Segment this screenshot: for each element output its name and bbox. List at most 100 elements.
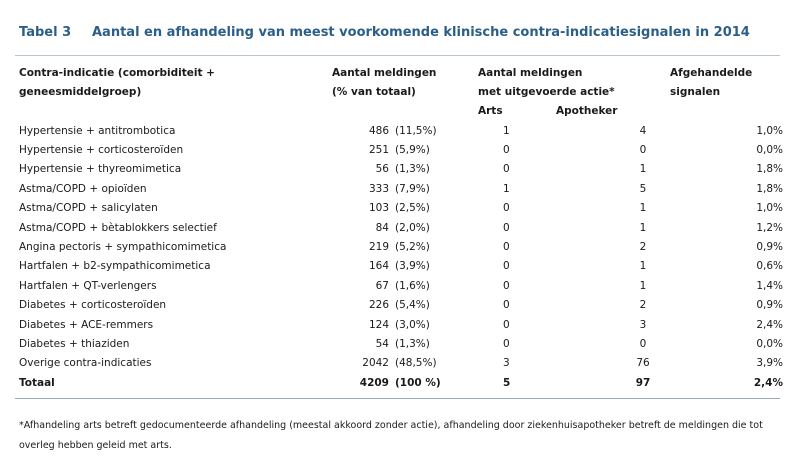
table-caption: Aantal en afhandeling van meest voorkome… bbox=[92, 25, 750, 40]
total-row-arts: 5 bbox=[503, 376, 511, 389]
row-label: Hypertensie + corticosteroïden bbox=[19, 144, 184, 157]
table-row: Angina pectoris + sympathicomimetica 219 (… bbox=[0, 237, 783, 256]
row-afgehandeld: 1,8% bbox=[756, 163, 783, 176]
subheader-apotheker: Apotheker bbox=[556, 105, 618, 117]
row-label: Diabetes + thiaziden bbox=[19, 337, 130, 350]
row-count: 251 bbox=[368, 144, 389, 157]
row-percentage: (2,0%) bbox=[395, 221, 430, 234]
header-afgehandelde-signalen: Afgehandelde signalen bbox=[670, 67, 753, 98]
row-apotheker: 1 bbox=[639, 279, 647, 292]
total-row-label: Totaal bbox=[19, 376, 55, 389]
row-count: 67 bbox=[375, 279, 389, 292]
row-label: Hartfalen + QT-verlengers bbox=[19, 279, 157, 292]
row-afgehandeld: 1,0% bbox=[756, 202, 783, 215]
table-bottom-rule bbox=[15, 398, 780, 399]
row-afgehandeld: 0,0% bbox=[756, 144, 783, 157]
row-apotheker: 5 bbox=[639, 182, 647, 195]
table-number: Tabel 3 bbox=[19, 25, 72, 40]
row-arts: 0 bbox=[503, 241, 510, 254]
total-row-count: 4209 bbox=[359, 376, 389, 389]
row-afgehandeld: 0,9% bbox=[756, 241, 783, 254]
row-arts: 3 bbox=[503, 357, 510, 370]
row-apotheker: 1 bbox=[639, 163, 647, 176]
row-apotheker: 4 bbox=[639, 124, 647, 137]
row-apotheker: 3 bbox=[639, 318, 647, 331]
table-row: Astma/COPD + salicylaten 103 (2,5%) 0 1 1,0% bbox=[0, 199, 783, 218]
contra-indication-table: Hypertensie + antitrombotica 486 (11,5%) 1 4… bbox=[0, 121, 783, 392]
row-percentage: (1,3%) bbox=[395, 163, 430, 176]
row-count: 333 bbox=[368, 182, 389, 195]
total-row: Totaal 4209 (100 %) 5 97 2,4% bbox=[0, 373, 783, 392]
row-arts: 0 bbox=[503, 202, 510, 215]
row-apotheker: 0 bbox=[639, 144, 647, 157]
table-row: Diabetes + thiaziden 54 (1,3%) 0 0 0,0% bbox=[0, 334, 783, 353]
table-row: Astma/COPD + opioïden 333 (7,9%) 1 5 1,8% bbox=[0, 179, 783, 198]
row-percentage: (48,5%) bbox=[395, 357, 437, 370]
row-apotheker: 1 bbox=[639, 221, 647, 234]
header-aantal-meldingen: Aantal meldingen (% van totaal) bbox=[332, 67, 437, 98]
row-percentage: (3,0%) bbox=[395, 318, 430, 331]
row-label: Hypertensie + thyreomimetica bbox=[19, 163, 182, 176]
row-arts: 0 bbox=[503, 299, 510, 312]
row-arts: 0 bbox=[503, 279, 510, 292]
row-afgehandeld: 1,0% bbox=[756, 124, 783, 137]
row-arts: 0 bbox=[503, 163, 510, 176]
row-apotheker: 0 bbox=[639, 337, 647, 350]
row-apotheker: 1 bbox=[639, 202, 647, 215]
table-row: Hartfalen + QT-verlengers 67 (1,6%) 0 1 1,4% bbox=[0, 276, 783, 295]
table-row: Diabetes + ACE-remmers 124 (3,0%) 0 3 2,4% bbox=[0, 315, 783, 334]
table-row: Hypertensie + corticosteroïden 251 (5,9%) 0… bbox=[0, 140, 783, 159]
row-percentage: (11,5%) bbox=[395, 124, 437, 137]
row-arts: 0 bbox=[503, 318, 510, 331]
total-row-afgehandeld: 2,4% bbox=[753, 376, 783, 389]
row-arts: 1 bbox=[503, 124, 510, 137]
row-count: 219 bbox=[368, 241, 389, 254]
row-label: Astma/COPD + bètablokkers selectief bbox=[19, 221, 217, 234]
header-meldingen-actie: Aantal meldingen met uitgevoerde actie* bbox=[478, 67, 615, 98]
row-percentage: (3,9%) bbox=[395, 260, 430, 273]
row-percentage: (7,9%) bbox=[395, 182, 430, 195]
row-label: Diabetes + corticosteroïden bbox=[19, 299, 167, 312]
table-row: Hartfalen + b2-sympathicomimetica 164 (3,9… bbox=[0, 257, 783, 276]
row-label: Angina pectoris + sympathicomimetica bbox=[19, 241, 227, 254]
row-afgehandeld: 2,4% bbox=[756, 318, 783, 331]
row-afgehandeld: 1,8% bbox=[756, 182, 783, 195]
row-count: 54 bbox=[375, 337, 389, 350]
footnote: *Afhandeling arts betreft gedocumenteerd… bbox=[19, 420, 763, 451]
row-percentage: (5,9%) bbox=[395, 144, 430, 157]
row-afgehandeld: 0,0% bbox=[756, 337, 783, 350]
row-afgehandeld: 0,9% bbox=[756, 299, 783, 312]
row-count: 226 bbox=[368, 299, 389, 312]
row-afgehandeld: 1,4% bbox=[756, 279, 783, 292]
row-arts: 0 bbox=[503, 144, 510, 157]
row-count: 2042 bbox=[362, 357, 389, 370]
row-afgehandeld: 1,2% bbox=[756, 221, 783, 234]
table-row: Hypertensie + antitrombotica 486 (11,5%) 1 4… bbox=[0, 121, 783, 140]
total-row-apotheker: 97 bbox=[635, 376, 651, 389]
row-count: 84 bbox=[375, 221, 389, 234]
row-count: 164 bbox=[368, 260, 389, 273]
table-row: Hypertensie + thyreomimetica 56 (1,3%) 0 1 1,… bbox=[0, 160, 783, 179]
row-label: Overige contra-indicaties bbox=[19, 357, 152, 370]
row-label: Hartfalen + b2-sympathicomimetica bbox=[19, 260, 211, 273]
table-row: Astma/COPD + bètablokkers selectief 84 (2,… bbox=[0, 218, 783, 237]
row-percentage: (5,4%) bbox=[395, 299, 430, 312]
row-apotheker: 1 bbox=[639, 260, 647, 273]
header-top-rule bbox=[15, 55, 780, 56]
row-percentage: (1,6%) bbox=[395, 279, 430, 292]
row-count: 124 bbox=[368, 318, 389, 331]
row-label: Diabetes + ACE-remmers bbox=[19, 318, 154, 331]
row-apotheker: 2 bbox=[639, 241, 647, 254]
row-arts: 0 bbox=[503, 221, 510, 234]
row-label: Astma/COPD + opioïden bbox=[19, 182, 147, 195]
row-percentage: (2,5%) bbox=[395, 202, 430, 215]
row-afgehandeld: 0,6% bbox=[756, 260, 783, 273]
table-row: Diabetes + corticosteroïden 226 (5,4%) 0 2 0,… bbox=[0, 296, 783, 315]
row-percentage: (5,2%) bbox=[395, 241, 430, 254]
row-arts: 0 bbox=[503, 260, 510, 273]
row-label: Astma/COPD + salicylaten bbox=[19, 202, 158, 215]
row-apotheker: 2 bbox=[639, 299, 647, 312]
table-row: Overige contra-indicaties 2042 (48,5%) 3 76 3… bbox=[0, 354, 783, 373]
total-row-percentage: (100 %) bbox=[395, 376, 441, 389]
row-apotheker: 76 bbox=[636, 357, 650, 370]
